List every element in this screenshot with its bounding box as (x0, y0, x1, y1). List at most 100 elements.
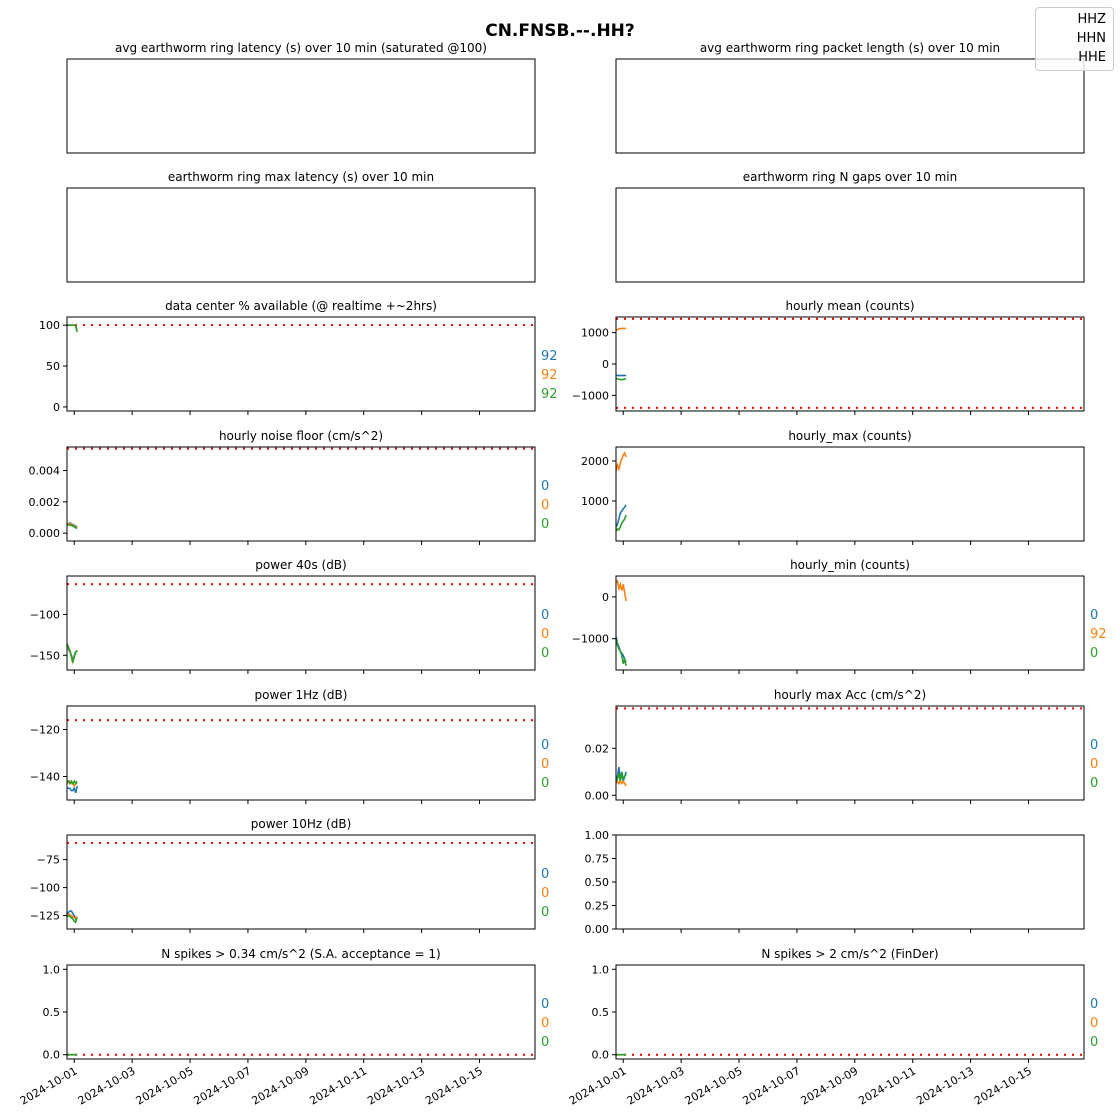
end-value-label: 92 (541, 387, 558, 402)
panel-max_latency: earthworm ring max latency (s) over 10 m… (66, 170, 536, 283)
panel-hourly_mean: hourly mean (counts) −1000 0 1000 (572, 299, 1085, 415)
panel-title: earthworm ring max latency (s) over 10 m… (168, 170, 434, 184)
x-tick-label: 2024-10-11 (307, 1064, 369, 1107)
y-tick-label: 100 (39, 319, 60, 332)
series-line-hhz (67, 785, 78, 794)
series-line-hhe (615, 771, 627, 782)
end-value-label: 0 (541, 1016, 549, 1031)
panel-title: earthworm ring N gaps over 10 min (743, 170, 957, 184)
axes-frame (66, 575, 536, 671)
y-tick-label: 0.0 (43, 1049, 61, 1062)
end-value-label: 0 (1090, 1035, 1098, 1050)
axes-frame (615, 58, 1085, 154)
axes-frame (66, 187, 536, 283)
panel-title: avg earthworm ring packet length (s) ove… (700, 41, 1000, 55)
y-tick-label: −100 (30, 882, 60, 895)
series-line-hhe (615, 514, 627, 532)
series-line-hhe (615, 638, 627, 667)
series-line-hhn (615, 451, 627, 472)
y-tick-label: −150 (30, 649, 60, 662)
end-value-label: 0 (541, 608, 549, 623)
panel-spikes_034: N spikes > 0.34 cm/s^2 (S.A. acceptance … (18, 947, 549, 1108)
end-value-label: 0 (541, 646, 549, 661)
x-tick-label: 2024-10-01 (18, 1064, 80, 1107)
panel-power_40s: power 40s (dB) −150 −100 0 0 0 (30, 558, 549, 674)
series-line-hhn (66, 913, 78, 919)
axes-frame (615, 575, 1085, 671)
x-tick-label: 2024-10-03 (625, 1064, 687, 1107)
x-tick-label: 2024-10-11 (856, 1064, 918, 1107)
axes-frame (66, 705, 536, 801)
y-tick-label: −75 (37, 854, 60, 867)
y-tick-label: 0.0 (592, 1049, 610, 1062)
panel-title: power 1Hz (dB) (255, 688, 348, 702)
end-value-label: 0 (541, 1035, 549, 1050)
panel-availability: data center % available (@ realtime +~2h… (39, 299, 558, 415)
y-tick-label: 2000 (581, 455, 609, 468)
axes-frame (66, 834, 536, 930)
y-tick-label: 0 (602, 591, 609, 604)
end-value-label: 0 (1090, 608, 1098, 623)
axes-frame (615, 834, 1085, 930)
end-value-label: 92 (541, 349, 558, 364)
end-value-label: 0 (541, 757, 549, 772)
end-value-label: 0 (541, 886, 549, 901)
panel-spikes_2: N spikes > 2 cm/s^2 (FinDer) 0.0 0.5 1.0 202… (567, 947, 1098, 1108)
panel-title: power 40s (dB) (255, 558, 346, 572)
y-tick-label: 0.50 (585, 876, 610, 889)
series-line-hhe (66, 523, 78, 530)
end-value-label: 0 (1090, 1016, 1098, 1031)
end-value-label: 0 (541, 867, 549, 882)
end-value-label: 0 (541, 517, 549, 532)
y-tick-label: 0.02 (585, 742, 610, 755)
legend: HHZ HHN HHE (1035, 7, 1114, 71)
x-tick-label: 2024-10-09 (249, 1064, 311, 1107)
y-tick-label: 0 (53, 401, 60, 414)
axes-frame (615, 187, 1085, 283)
x-tick-label: 2024-10-03 (76, 1064, 138, 1107)
panel-title: hourly max Acc (cm/s^2) (774, 688, 926, 702)
x-tick-label: 2024-10-15 (972, 1064, 1034, 1107)
y-tick-label: −1000 (572, 389, 609, 402)
y-tick-label: 1.00 (585, 829, 610, 842)
panels-group: avg earthworm ring latency (s) over 10 m… (18, 41, 1107, 1108)
y-tick-label: 1000 (581, 495, 609, 508)
panel-blank_axes: 0.00 0.25 0.50 0.75 1.00 (585, 829, 1085, 936)
legend-item-hhn: HHN (1076, 31, 1106, 46)
y-tick-label: 0.00 (585, 923, 610, 936)
axes-frame (66, 446, 536, 542)
end-value-label: 0 (1090, 646, 1098, 661)
x-tick-label: 2024-10-09 (798, 1064, 860, 1107)
y-tick-label: 0 (602, 358, 609, 371)
axes-frame (615, 705, 1085, 801)
y-tick-label: −100 (30, 608, 60, 621)
panel-power_1hz: power 1Hz (dB) −140 −120 0 0 0 (30, 688, 549, 804)
x-tick-label: 2024-10-15 (423, 1064, 485, 1107)
end-value-label: 0 (1090, 776, 1098, 791)
panel-title: N spikes > 0.34 cm/s^2 (S.A. acceptance … (161, 947, 440, 961)
panel-title: data center % available (@ realtime +~2h… (165, 299, 437, 313)
x-tick-label: 2024-10-05 (134, 1064, 196, 1107)
axes-frame (615, 446, 1085, 542)
y-tick-label: 1.0 (592, 963, 610, 976)
panel-noise_floor: hourly noise floor (cm/s^2) 0.000 0.002 0.0… (29, 429, 549, 545)
series-line-hhn (615, 579, 627, 602)
series-line-hhn (615, 327, 627, 331)
y-tick-label: 0.5 (592, 1006, 610, 1019)
end-value-label: 92 (1090, 627, 1107, 642)
panel-title: power 10Hz (dB) (251, 817, 352, 831)
end-value-label: 0 (541, 776, 549, 791)
y-tick-label: −120 (30, 724, 60, 737)
y-tick-label: 0.5 (43, 1006, 61, 1019)
end-value-label: 0 (541, 997, 549, 1012)
series-line-hhe (67, 779, 78, 786)
y-tick-label: 1000 (581, 327, 609, 340)
y-tick-label: 50 (46, 360, 60, 373)
panel-hourly_max: hourly_max (counts) 1000 2000 (581, 429, 1085, 545)
y-tick-label: 0.75 (585, 853, 610, 866)
panel-title: hourly_max (counts) (788, 429, 911, 443)
y-tick-label: 0.25 (585, 900, 610, 913)
panel-title: hourly noise floor (cm/s^2) (219, 429, 383, 443)
y-tick-label: −140 (30, 771, 60, 784)
